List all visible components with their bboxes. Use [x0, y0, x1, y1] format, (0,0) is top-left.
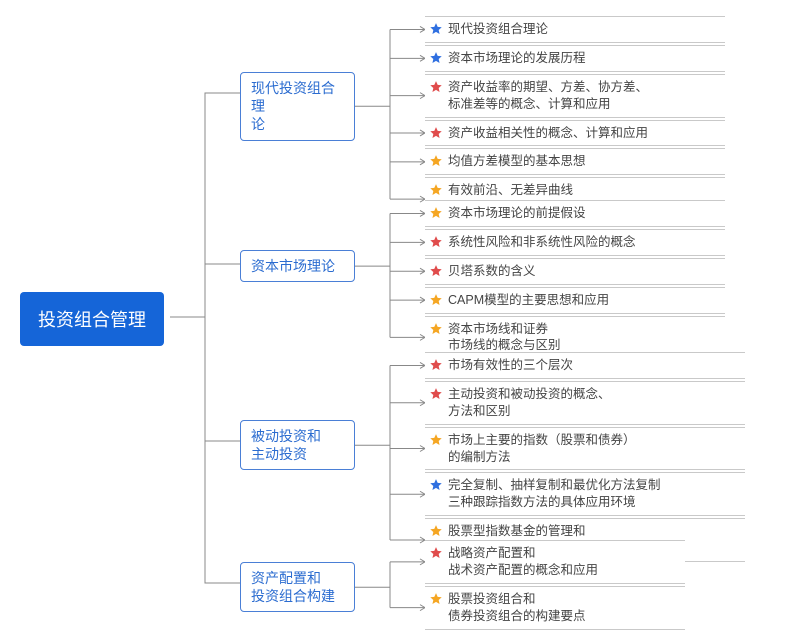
leaf-label: 股票投资组合和债券投资组合的构建要点 — [448, 591, 586, 625]
orange-star-icon — [429, 322, 443, 336]
orange-star-icon — [429, 592, 443, 606]
blue-star-icon — [429, 51, 443, 65]
branch-node-b4: 资产配置和投资组合构建 — [240, 562, 355, 612]
branch-node-b3: 被动投资和主动投资 — [240, 420, 355, 470]
blue-star-icon — [429, 22, 443, 36]
leaf-label: 资产收益相关性的概念、计算和应用 — [448, 125, 648, 142]
leaf-group-b1: 现代投资组合理论资本市场理论的发展历程资产收益率的期望、方差、协方差、标准差等的… — [425, 16, 725, 221]
leaf-label: 系统性风险和非系统性风险的概念 — [448, 234, 636, 251]
leaf-group-b2: 资本市场理论的前提假设系统性风险和非系统性风险的概念贝塔系数的含义 CAPM模型的… — [425, 200, 725, 359]
red-star-icon — [429, 264, 443, 278]
leaf-node: 市场上主要的指数（股票和债券）的编制方法 — [425, 427, 745, 471]
leaf-node: 均值方差模型的基本思想 — [425, 148, 725, 175]
leaf-label: 资本市场理论的前提假设 — [448, 205, 586, 222]
branch-node-b1: 现代投资组合理论 — [240, 72, 355, 141]
leaf-node: 贝塔系数的含义 — [425, 258, 725, 285]
leaf-label: 资产收益率的期望、方差、协方差、标准差等的概念、计算和应用 — [448, 79, 648, 113]
leaf-label: 市场有效性的三个层次 — [448, 357, 573, 374]
red-star-icon — [429, 387, 443, 401]
red-star-icon — [429, 235, 443, 249]
orange-star-icon — [429, 206, 443, 220]
leaf-label: 现代投资组合理论 — [448, 21, 548, 38]
leaf-node: 资本市场理论的前提假设 — [425, 200, 725, 227]
leaf-label: 市场上主要的指数（股票和债券）的编制方法 — [448, 432, 636, 466]
leaf-label: 主动投资和被动投资的概念、方法和区别 — [448, 386, 611, 420]
leaf-node: 资产收益相关性的概念、计算和应用 — [425, 120, 725, 147]
leaf-label: 均值方差模型的基本思想 — [448, 153, 586, 170]
orange-star-icon — [429, 293, 443, 307]
leaf-node: 主动投资和被动投资的概念、方法和区别 — [425, 381, 745, 425]
leaf-label: 资本市场线和证券市场线的概念与区别 — [448, 321, 561, 355]
red-star-icon — [429, 80, 443, 94]
leaf-node: CAPM模型的主要思想和应用 — [425, 287, 725, 314]
leaf-node: 系统性风险和非系统性风险的概念 — [425, 229, 725, 256]
leaf-label: 贝塔系数的含义 — [448, 263, 536, 280]
red-star-icon — [429, 126, 443, 140]
leaf-node: 现代投资组合理论 — [425, 16, 725, 43]
blue-star-icon — [429, 478, 443, 492]
leaf-node: 资本市场理论的发展历程 — [425, 45, 725, 72]
leaf-node: 战略资产配置和战术资产配置的概念和应用 — [425, 540, 685, 584]
red-star-icon — [429, 546, 443, 560]
orange-star-icon — [429, 433, 443, 447]
leaf-group-b3: 市场有效性的三个层次主动投资和被动投资的概念、方法和区别市场上主要的指数（股票和… — [425, 352, 745, 562]
orange-star-icon — [429, 524, 443, 538]
orange-star-icon — [429, 183, 443, 197]
leaf-label: 完全复制、抽样复制和最优化方法复制三种跟踪指数方法的具体应用环境 — [448, 477, 661, 511]
leaf-node: 市场有效性的三个层次 — [425, 352, 745, 379]
leaf-node: 资产收益率的期望、方差、协方差、标准差等的概念、计算和应用 — [425, 74, 725, 118]
leaf-node: 完全复制、抽样复制和最优化方法复制三种跟踪指数方法的具体应用环境 — [425, 472, 745, 516]
mindmap-root: 投资组合管理现代投资组合理论现代投资组合理论资本市场理论的发展历程资产收益率的期… — [0, 0, 800, 635]
leaf-label: CAPM模型的主要思想和应用 — [448, 292, 609, 309]
leaf-group-b4: 战略资产配置和战术资产配置的概念和应用股票投资组合和债券投资组合的构建要点 — [425, 540, 685, 630]
leaf-label: 战略资产配置和战术资产配置的概念和应用 — [448, 545, 598, 579]
leaf-label: 资本市场理论的发展历程 — [448, 50, 586, 67]
branch-node-b2: 资本市场理论 — [240, 250, 355, 282]
red-star-icon — [429, 358, 443, 372]
orange-star-icon — [429, 154, 443, 168]
leaf-node: 股票投资组合和债券投资组合的构建要点 — [425, 586, 685, 630]
root-node: 投资组合管理 — [20, 292, 164, 346]
